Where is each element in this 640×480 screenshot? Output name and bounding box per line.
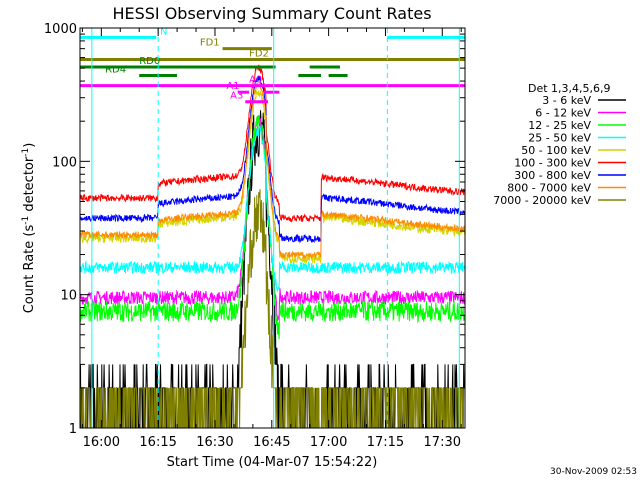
timestamp: 30-Nov-2009 02:53 [550,467,637,477]
legend-label-9: 7000 - 20000 keV [493,194,591,207]
legend-label-7: 300 - 800 keV [514,169,591,182]
series-layer [80,64,465,428]
legend-label-3: 12 - 25 keV [528,119,591,132]
vline-layer [91,28,460,428]
flag-label-a0: A0 [249,75,262,86]
y-axis-label-sup1: -1 [21,216,31,225]
y-axis-label-part2: detector [22,156,37,216]
y-axis-label: Count Rate (s-1 detector-1) [21,143,37,314]
series-line-4 [80,125,465,293]
flag-label-fd2: FD2 [249,49,269,60]
series-line-5 [80,90,465,264]
legend-label-8: 800 - 7000 keV [507,182,591,195]
x-tick-label-1: 16:00 [83,435,120,450]
legend-title: Det 1,3,4,5,6,9 [528,82,611,95]
series-line-7 [80,75,465,244]
x-tick-label-7: 17:30 [424,435,461,450]
x-axis-label: Start Time (04-Mar-07 15:54:22) [167,455,378,470]
flag-label-a1: A1 [226,81,239,92]
plot-frame [79,27,466,429]
legend-label-5: 50 - 100 keV [521,144,591,157]
flag-label-a3: A3 [230,91,243,102]
legend-label-4: 25 - 50 keV [528,132,591,145]
legend-label-6: 100 - 300 keV [514,157,591,170]
y-tick-label-4: 1000 [44,22,77,37]
series-line-8 [80,81,465,260]
x-tick-label-2: 16:15 [139,435,176,450]
series-line-9 [80,189,465,428]
y-tick-label-2: 10 [60,289,77,304]
x-tick-label-4: 16:45 [253,435,290,450]
y-tick-label-3: 100 [52,155,77,170]
y-tick-label-1: 1 [69,422,77,437]
flag-label-n: N [160,26,167,37]
y-axis-label-part1: Count Rate (s [22,225,37,314]
flag-label-fd1: FD1 [200,38,220,49]
flag-label-rd4: RD4 [105,65,126,76]
y-axis-label-sup2: -1 [21,148,31,157]
x-tick-label-5: 17:00 [310,435,347,450]
flag-label-rd0: RD0 [139,56,160,67]
axis-layer: 16:00 16:15 16:30 16:45 17:00 17:15 17:30 1 10 10… [44,22,465,450]
legend-label-2: 6 - 12 keV [535,107,591,120]
legend-label-1: 3 - 6 keV [542,94,591,107]
x-tick-label-3: 16:30 [196,435,233,450]
y-axis-label-part3: ) [22,143,37,148]
x-tick-label-6: 17:15 [367,435,404,450]
chart-title: HESSI Observing Summary Count Rates [112,4,431,23]
series-line-6 [80,64,465,223]
